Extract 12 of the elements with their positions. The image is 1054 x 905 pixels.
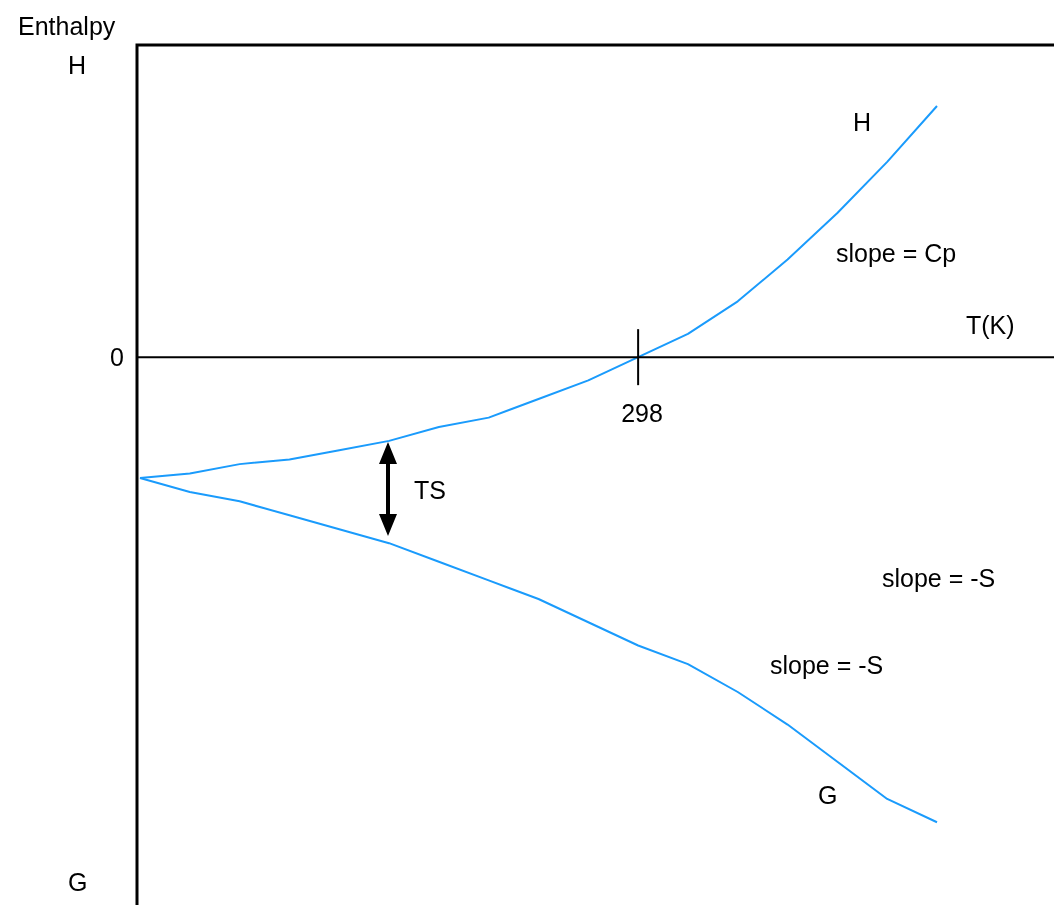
y-axis-title: Enthalpy [18,12,116,40]
series-label: G [818,781,838,809]
annotation: slope = Cp [836,239,957,267]
annotation: 298 [621,399,663,427]
x-axis-title: T(K) [966,311,1015,339]
text: H [68,51,87,79]
annotation: TS [414,476,446,504]
annotation: slope = -S [882,564,996,592]
series-label: H [853,108,872,136]
annotation: slope = -S [770,651,884,679]
text: G [68,868,88,896]
annotation: 0 [110,343,124,371]
